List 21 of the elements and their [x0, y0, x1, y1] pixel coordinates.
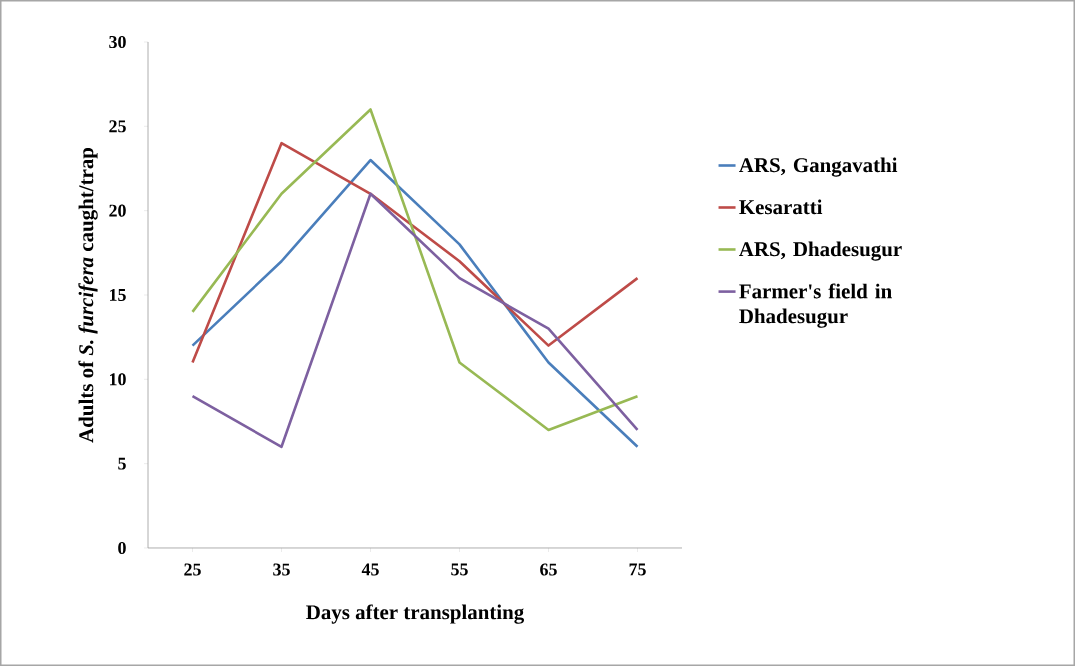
x-tick-label: 35	[273, 563, 290, 576]
y-tick-label: 25	[109, 120, 126, 133]
x-tick-label: 45	[361, 563, 379, 576]
x-tick-label: 75	[629, 563, 646, 576]
legend-label: Kesaratti	[739, 199, 823, 215]
line-series	[191, 108, 639, 432]
y-tick-label: 5	[118, 457, 126, 470]
legend-label: Farmer's field in Dhadesugur	[739, 283, 892, 328]
x-tick-label: 25	[184, 563, 201, 576]
x-tick-label: 55	[451, 563, 468, 576]
line-series	[191, 141, 639, 364]
y-tick-label: 0	[118, 541, 126, 555]
y-tick-label: 30	[109, 35, 126, 49]
x-axis-title: Days after transplanting	[306, 604, 525, 624]
y-axis-title: Adults of S. furcifera caught/trap	[78, 147, 98, 443]
y-tick-label: 15	[109, 288, 126, 301]
legend-label: ARS, Gangavathi	[739, 157, 898, 177]
x-tick-label: 65	[540, 563, 557, 576]
y-tick-label: 10	[109, 373, 126, 386]
y-tick-label: 20	[109, 204, 126, 217]
legend-label: ARS, Dhadesugur	[739, 241, 902, 261]
